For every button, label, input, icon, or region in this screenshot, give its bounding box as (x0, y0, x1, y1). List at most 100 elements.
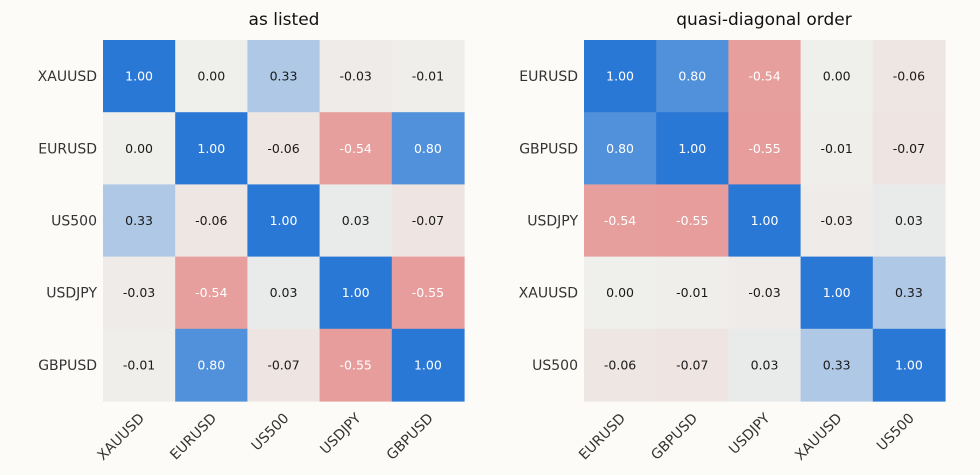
heatmap-cell-us500-gbpusd (391, 184, 465, 258)
cell-value-label: -0.03 (821, 213, 853, 228)
col-label-us500: US500 (249, 411, 293, 455)
cell-value-label: 0.80 (678, 69, 706, 84)
heatmap-cell-usdjpy-gbpusd (391, 256, 465, 330)
cell-value-label: 1.00 (414, 357, 442, 372)
heatmap-cell-usdjpy-usdjpy (319, 256, 393, 330)
heatmap-cell-gbpusd-us500 (872, 112, 946, 185)
cell-value-label: 0.03 (270, 285, 298, 300)
cell-value-label: 1.00 (895, 357, 923, 372)
cell-value-label: 1.00 (270, 213, 298, 228)
heatmap-cell-usdjpy-xauusd (800, 184, 874, 258)
col-label-eurusd: EURUSD (576, 411, 629, 464)
row-label-usdjpy: USDJPY (527, 214, 578, 230)
heatmap-cell-xauusd-us500 (872, 256, 946, 330)
cell-value-label: -0.54 (195, 285, 227, 300)
heatmap-cell-gbpusd-eurusd (175, 328, 248, 402)
row-label-xauusd: XAUUSD (38, 69, 97, 85)
heatmap-cell-gbpusd-us500 (247, 328, 321, 402)
heatmap-cell-gbpusd-xauusd (103, 328, 176, 402)
heatmap-cell-eurusd-usdjpy (319, 112, 393, 185)
cell-value-label: 0.33 (125, 213, 153, 228)
cell-value-label: -0.07 (893, 141, 925, 156)
col-label-gbpusd: GBPUSD (384, 411, 437, 464)
heatmap-cell-xauusd-gbpusd (391, 40, 465, 113)
cell-value-label: -0.03 (748, 285, 780, 300)
heatmap-cell-xauusd-eurusd (584, 256, 657, 330)
row-label-xauusd: XAUUSD (519, 286, 578, 302)
heatmap-as-listed: as listed 1.00 0.00 0.33 -0.03 -0.01 0.00 1.00 -… (38, 10, 465, 464)
cell-value-label: 0.80 (414, 141, 442, 156)
cell-value-label: 0.00 (823, 69, 851, 84)
heatmap-cell-us500-usdjpy (728, 328, 802, 402)
col-label-gbpusd: GBPUSD (648, 411, 701, 464)
cell-value-label: 1.00 (342, 285, 370, 300)
heatmap-cell-xauusd-usdjpy (728, 256, 802, 330)
cell-value-label: 0.80 (606, 141, 634, 156)
heatmap-cell-us500-usdjpy (319, 184, 393, 258)
cell-value-label: -0.06 (267, 141, 299, 156)
heatmap-cell-gbpusd-usdjpy (728, 112, 802, 185)
heatmap-cell-xauusd-usdjpy (319, 40, 393, 113)
cell-value-label: 1.00 (678, 141, 706, 156)
cell-value-label: -0.55 (340, 357, 372, 372)
heatmap-cell-usdjpy-us500 (872, 184, 946, 258)
cell-value-label: 0.00 (606, 285, 634, 300)
heatmap-cell-us500-eurusd (175, 184, 248, 258)
heatmap-cell-eurusd-eurusd (584, 40, 657, 113)
cell-value-label: -0.01 (676, 285, 708, 300)
col-label-xauusd: XAUUSD (95, 411, 148, 464)
row-label-eurusd: EURUSD (38, 141, 97, 157)
heatmap-cell-eurusd-us500 (247, 112, 321, 185)
heatmap-quasi-diagonal-order: quasi-diagonal order 1.00 0.80 -0.54 0.00 -0.… (519, 10, 946, 464)
col-label-usdjpy: USDJPY (726, 410, 774, 458)
cell-value-label: 0.33 (823, 357, 851, 372)
col-label-eurusd: EURUSD (167, 411, 220, 464)
row-label-eurusd: EURUSD (519, 69, 578, 85)
cell-value-label: -0.01 (821, 141, 853, 156)
heatmap-cell-xauusd-xauusd (103, 40, 176, 113)
cell-value-label: -0.55 (412, 285, 444, 300)
cell-value-label: 0.00 (125, 141, 153, 156)
cell-value-label: 1.00 (823, 285, 851, 300)
cell-value-label: -0.07 (676, 357, 708, 372)
row-label-us500: US500 (51, 214, 97, 230)
heatmap-cell-usdjpy-xauusd (103, 256, 176, 330)
chart-title: as listed (249, 10, 320, 30)
cell-value-label: 0.03 (342, 213, 370, 228)
heatmap-cell-us500-xauusd (103, 184, 176, 258)
heatmap-cell-eurusd-usdjpy (728, 40, 802, 113)
heatmap-cell-eurusd-xauusd (800, 40, 874, 113)
cell-value-label: -0.54 (340, 141, 372, 156)
heatmap-cell-gbpusd-usdjpy (319, 328, 393, 402)
cell-value-label: -0.54 (604, 213, 636, 228)
row-label-gbpusd: GBPUSD (38, 358, 97, 374)
cell-value-label: -0.54 (748, 69, 780, 84)
cell-value-label: 0.00 (197, 69, 225, 84)
heatmap-cell-usdjpy-usdjpy (728, 184, 802, 258)
row-label-us500: US500 (532, 358, 578, 374)
row-label-gbpusd: GBPUSD (519, 141, 578, 157)
heatmap-cell-usdjpy-gbpusd (656, 184, 729, 258)
cell-value-label: -0.03 (123, 285, 155, 300)
heatmap-cell-usdjpy-eurusd (175, 256, 248, 330)
cell-value-label: -0.07 (267, 357, 299, 372)
heatmap-cell-gbpusd-xauusd (800, 112, 874, 185)
heatmap-cell-usdjpy-eurusd (584, 184, 657, 258)
cell-value-label: -0.55 (676, 213, 708, 228)
heatmap-cell-us500-us500 (872, 328, 946, 402)
heatmap-cell-gbpusd-gbpusd (656, 112, 729, 185)
heatmap-cell-eurusd-gbpusd (391, 112, 465, 185)
col-label-usdjpy: USDJPY (317, 410, 365, 458)
heatmap-cell-eurusd-xauusd (103, 112, 176, 185)
cell-value-label: -0.03 (340, 69, 372, 84)
heatmap-cell-gbpusd-gbpusd (391, 328, 465, 402)
cell-value-label: 0.03 (895, 213, 923, 228)
heatmap-cell-us500-us500 (247, 184, 321, 258)
cell-value-label: 1.00 (197, 141, 225, 156)
cell-value-label: -0.01 (412, 69, 444, 84)
heatmap-cell-eurusd-eurusd (175, 112, 248, 185)
cell-value-label: -0.06 (195, 213, 227, 228)
row-label-usdjpy: USDJPY (46, 286, 97, 302)
heatmap-cell-eurusd-us500 (872, 40, 946, 113)
